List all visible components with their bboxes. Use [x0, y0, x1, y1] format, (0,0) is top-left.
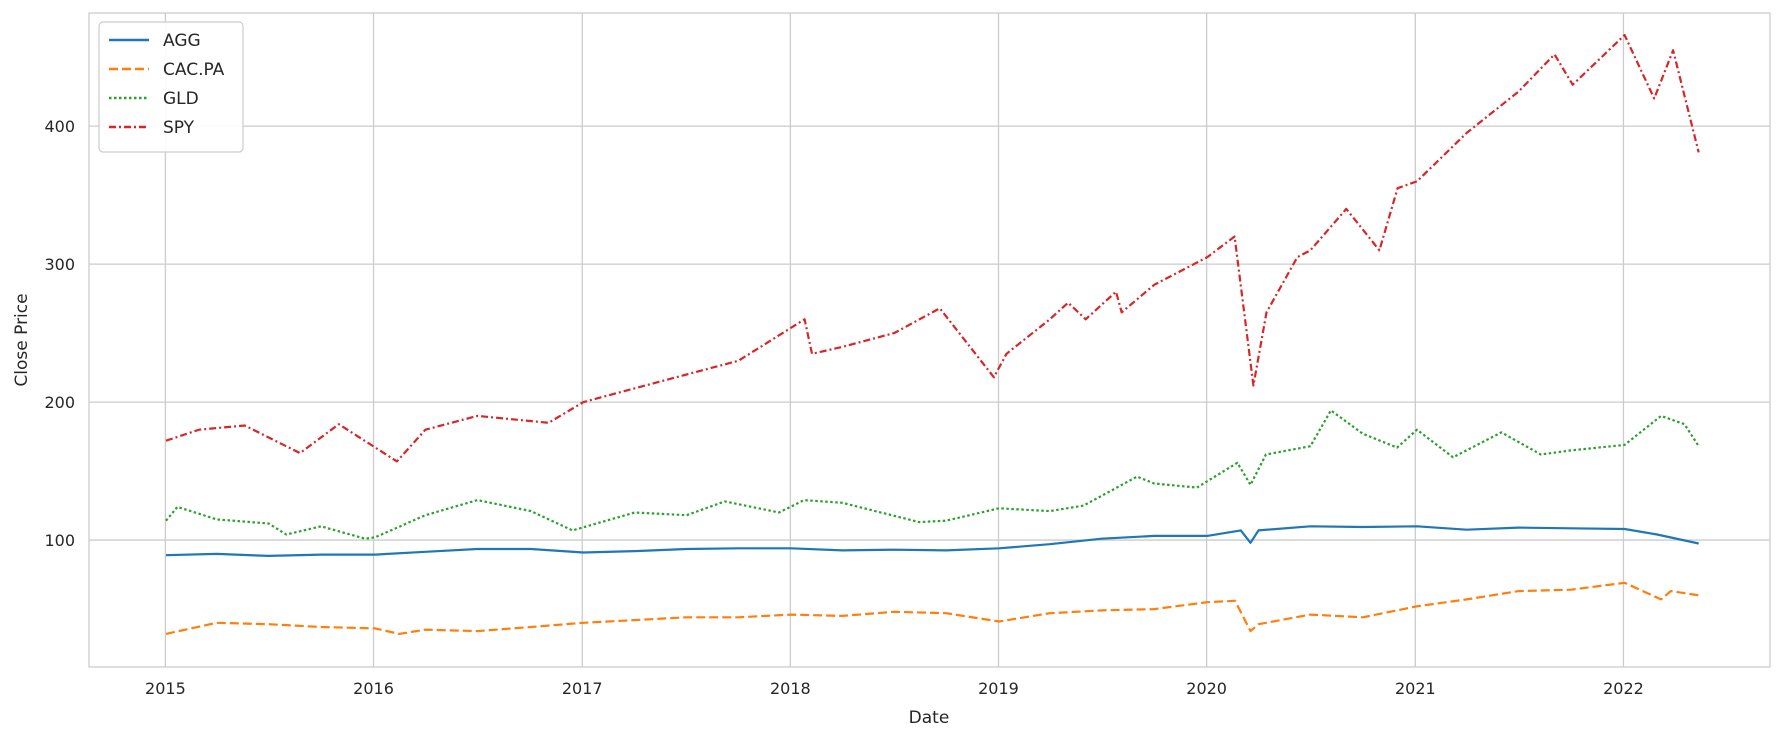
- legend-label: SPY: [163, 118, 195, 138]
- legend-box: [98, 21, 244, 153]
- grid-lines: [89, 13, 1770, 667]
- x-tick-label: 2022: [1603, 679, 1644, 698]
- x-axis-ticks: 2015 2016 2017 2018 2019 2020 2021 2022: [145, 679, 1644, 698]
- x-tick-label: 2015: [145, 679, 186, 698]
- x-tick-label: 2016: [353, 679, 394, 698]
- x-tick-label: 2018: [770, 679, 811, 698]
- legend: AGG CAC.PA GLD SPY: [98, 21, 244, 153]
- y-tick-label: 400: [44, 117, 75, 136]
- series-line-cac-pa: [165, 581, 1699, 636]
- series-line-gld: [165, 409, 1700, 540]
- x-tick-label: 2017: [562, 679, 603, 698]
- y-axis-label: Close Price: [12, 293, 32, 386]
- x-tick-label: 2020: [1186, 679, 1227, 698]
- plot-background: [89, 13, 1770, 667]
- x-tick-label: 2021: [1395, 679, 1436, 698]
- x-axis-label: Date: [909, 708, 950, 728]
- y-tick-label: 100: [44, 531, 75, 550]
- series-line-spy: [165, 33, 1700, 463]
- x-tick-label: 2019: [978, 679, 1019, 698]
- series-layer: [165, 33, 1700, 636]
- plot-frame: [88, 12, 1771, 668]
- y-tick-label: 300: [44, 255, 75, 274]
- y-axis-ticks: 100 200 300 400: [44, 117, 75, 550]
- legend-label: CAC.PA: [163, 60, 225, 80]
- series-line-agg: [165, 525, 1699, 558]
- legend-label: GLD: [163, 89, 199, 109]
- y-tick-label: 200: [44, 393, 75, 412]
- legend-label: AGG: [163, 31, 201, 51]
